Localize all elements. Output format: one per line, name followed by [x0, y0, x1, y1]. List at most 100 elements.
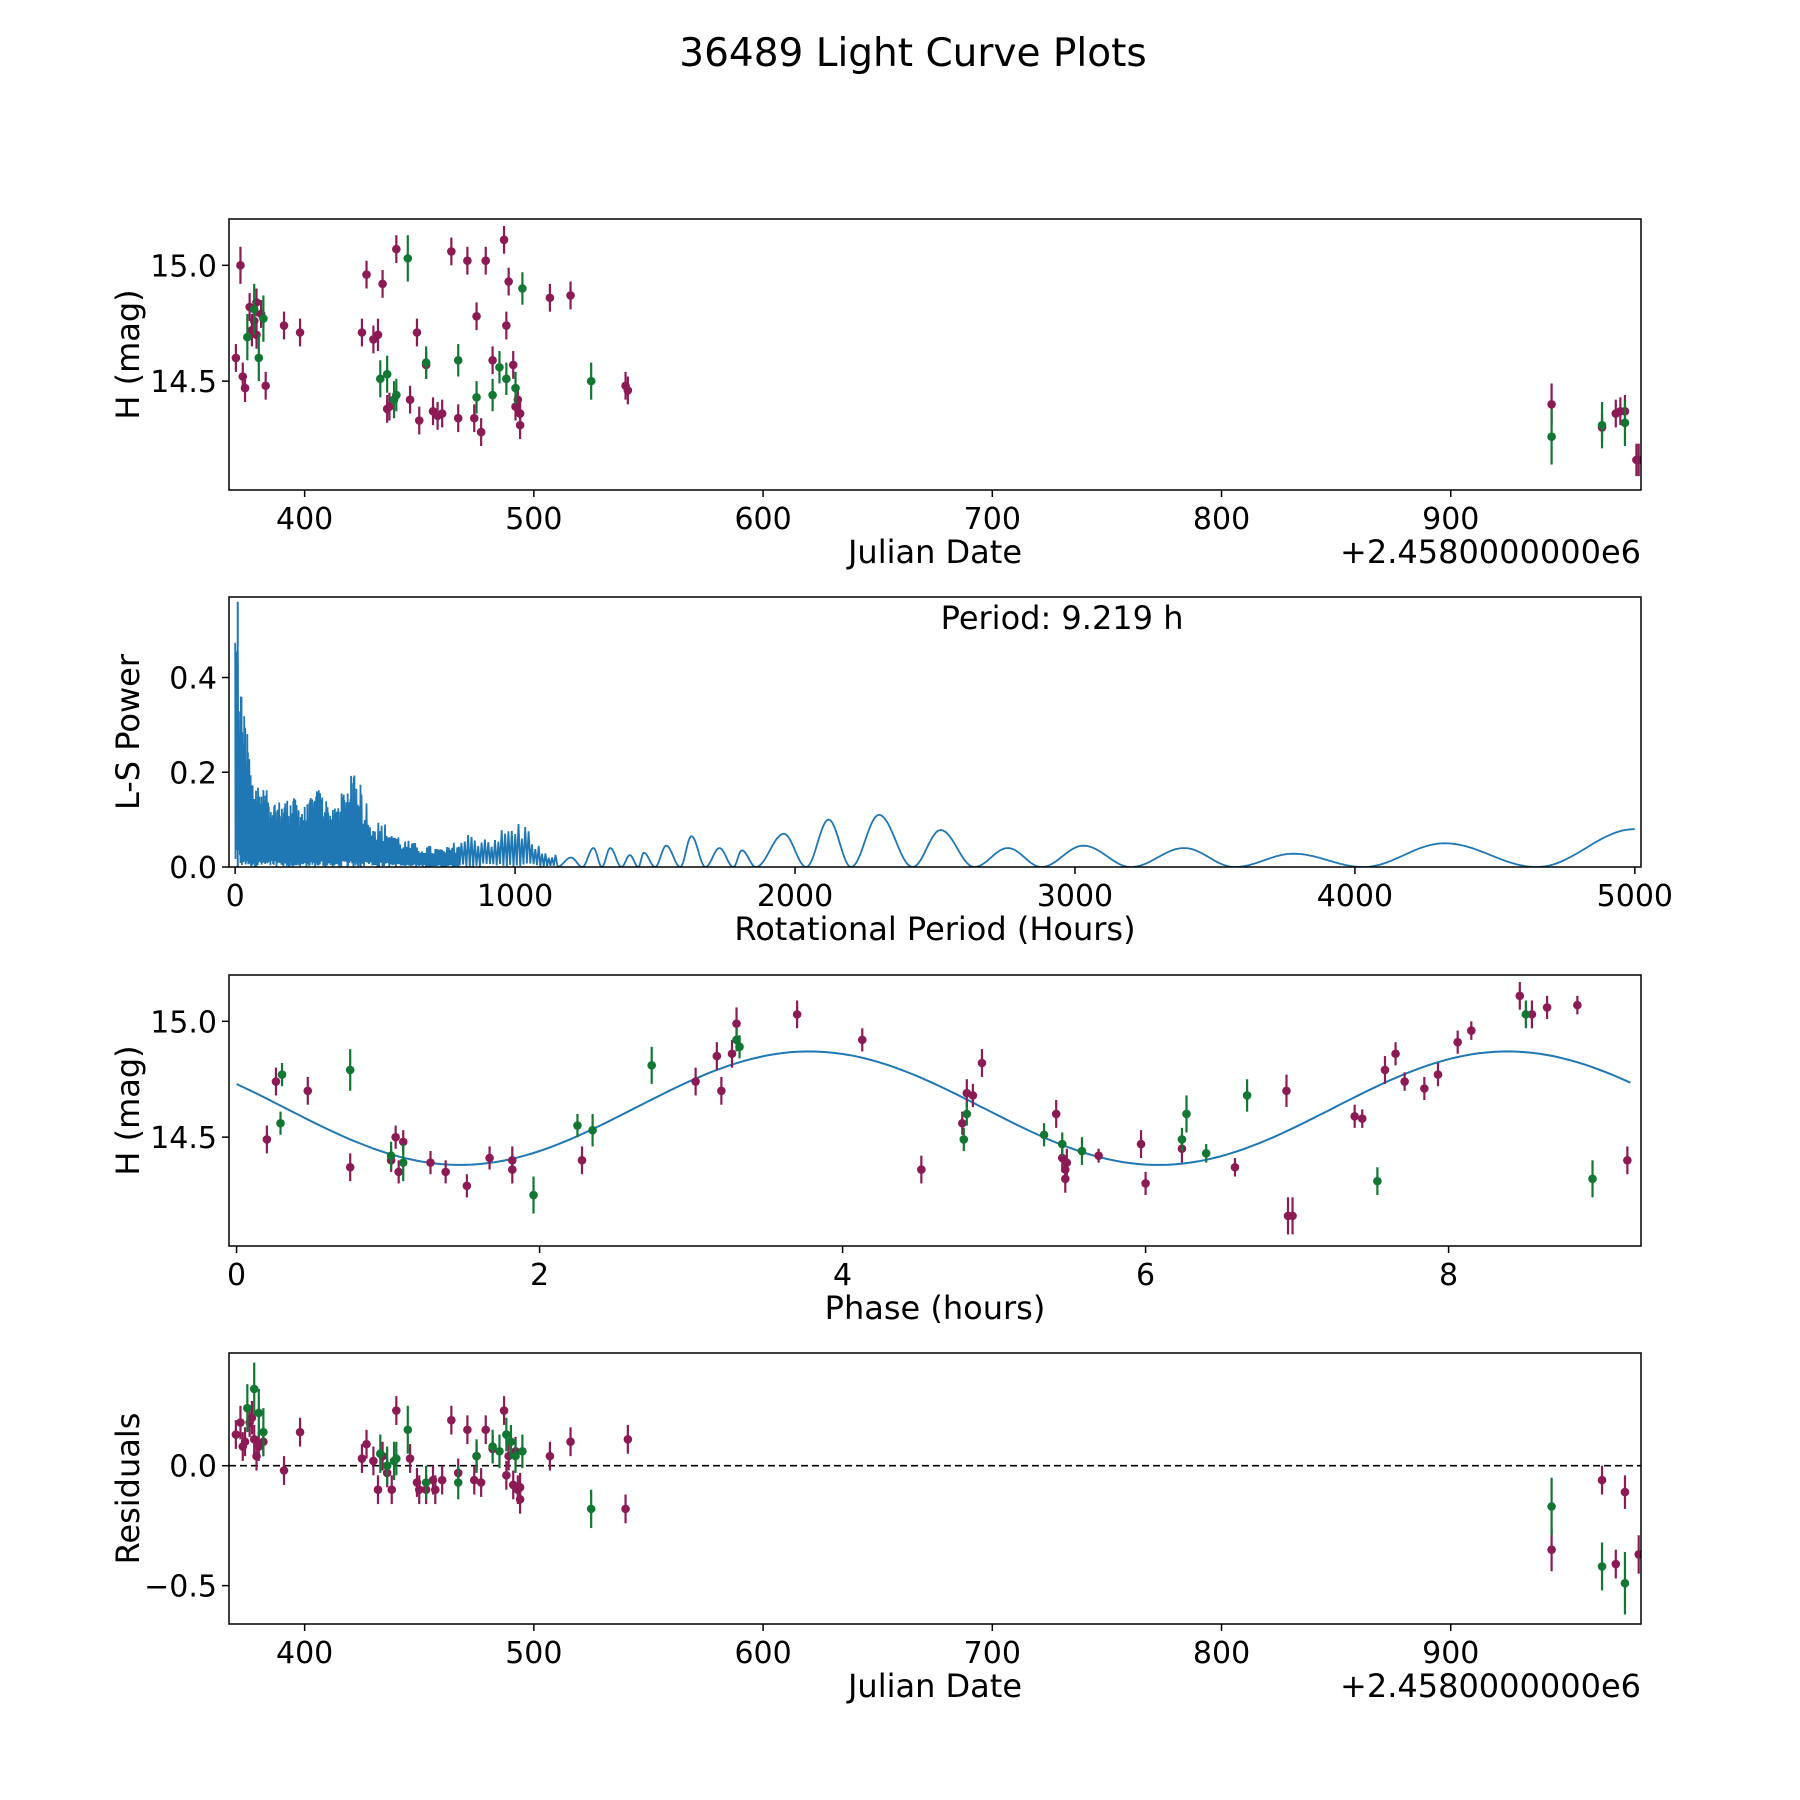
data-point [240, 1437, 250, 1447]
data-point [254, 1408, 264, 1418]
data-point [231, 353, 241, 363]
data-point [279, 1466, 289, 1475]
data-point [1611, 1559, 1621, 1569]
data-point [792, 1010, 802, 1019]
y-tick-label: 0.0 [169, 1450, 217, 1485]
data-point [378, 279, 387, 289]
data-point [1230, 1162, 1240, 1172]
data-point [469, 1475, 479, 1485]
series-green [243, 235, 1630, 465]
plot-area [229, 1362, 1641, 1615]
data-point [254, 353, 264, 363]
x-tick-label: 800 [1193, 1636, 1250, 1671]
data-point [231, 1430, 241, 1439]
data-point [502, 1430, 511, 1439]
plot-area [234, 601, 1635, 867]
y-tick-label: 0.2 [169, 756, 217, 791]
data-point [566, 1437, 575, 1447]
data-point [529, 1190, 538, 1200]
data-point [369, 1456, 378, 1466]
data-point [1077, 1146, 1087, 1156]
axes-frame [228, 974, 1642, 1247]
data-point [1380, 1065, 1390, 1075]
x-axis-label: Julian Date [846, 1667, 1022, 1705]
data-point [259, 1427, 268, 1437]
panel-residuals: 400 500 600 700 800 900 −0.5 0.0 Julian Date Resi… [109, 1352, 1642, 1705]
data-point [1597, 1562, 1607, 1571]
x-tick-label: 400 [276, 1636, 333, 1671]
data-point [717, 1086, 726, 1096]
data-point [421, 1478, 431, 1487]
data-point [392, 1406, 401, 1415]
data-point [240, 383, 250, 393]
data-point [1282, 1086, 1291, 1096]
data-point [345, 1162, 355, 1172]
data-point [1547, 399, 1556, 409]
figure-title: 36489 Light Curve Plots [679, 31, 1146, 76]
model-curve [236, 1050, 1631, 1166]
data-point [279, 321, 289, 330]
axes-frame [228, 596, 1642, 868]
data-point [506, 1437, 516, 1447]
data-point [968, 1091, 978, 1100]
x-tick-label: 400 [276, 502, 333, 537]
data-point [1242, 1091, 1252, 1100]
data-point [962, 1109, 972, 1119]
x-tick-label: 900 [1422, 1636, 1479, 1671]
data-point [412, 328, 422, 337]
data-point [1453, 1037, 1462, 1047]
data-point [1060, 1174, 1070, 1184]
data-point [261, 381, 270, 391]
data-point [1515, 991, 1525, 1001]
data-point [437, 409, 447, 418]
x-tick-label: 800 [1193, 502, 1250, 537]
y-tick-label: 14.5 [150, 365, 217, 400]
data-point [508, 360, 518, 370]
data-point [414, 416, 424, 425]
data-point [398, 1137, 408, 1147]
data-point [453, 413, 463, 423]
plot-area [236, 981, 1632, 1235]
data-point [957, 1118, 967, 1128]
data-point [481, 256, 491, 265]
data-point [362, 1439, 371, 1449]
data-point [426, 1158, 435, 1167]
data-point [1039, 1130, 1049, 1140]
data-point [462, 1181, 472, 1191]
data-point [357, 1454, 367, 1463]
data-point [588, 1125, 597, 1135]
data-point [476, 427, 486, 437]
y-tick-label: 0.0 [169, 851, 217, 886]
data-point [485, 1153, 494, 1163]
data-point [387, 1485, 397, 1494]
data-point [386, 1151, 396, 1160]
data-point [502, 374, 511, 384]
x-tick-label: 3000 [1037, 879, 1113, 914]
data-point [236, 261, 245, 270]
x-tick-label: 5000 [1597, 879, 1673, 914]
data-point [403, 254, 413, 263]
data-point [271, 1077, 281, 1086]
periodogram-line [234, 642, 1635, 867]
x-axis-label: Phase (hours) [825, 1289, 1046, 1327]
data-point [1620, 1578, 1630, 1588]
data-point [447, 1415, 456, 1425]
data-point [1094, 1151, 1103, 1160]
data-point [398, 1158, 408, 1167]
y-axis-label: H (mag) [109, 1045, 147, 1175]
x-tick-label: 2000 [757, 879, 833, 914]
data-point [463, 1425, 472, 1435]
data-point [430, 1485, 440, 1494]
data-point [1420, 1084, 1429, 1093]
x-tick-label: 700 [964, 502, 1021, 537]
panel-phased: 0 2 4 6 8 14.5 15.0 Phase (hours) H (mag) [109, 974, 1642, 1327]
data-point [249, 305, 259, 314]
data-point [392, 244, 401, 254]
data-point [472, 311, 481, 321]
data-point [1467, 1026, 1476, 1035]
data-point [1051, 1109, 1061, 1119]
data-point [1623, 1155, 1632, 1165]
x-tick-label: 900 [1422, 502, 1479, 537]
